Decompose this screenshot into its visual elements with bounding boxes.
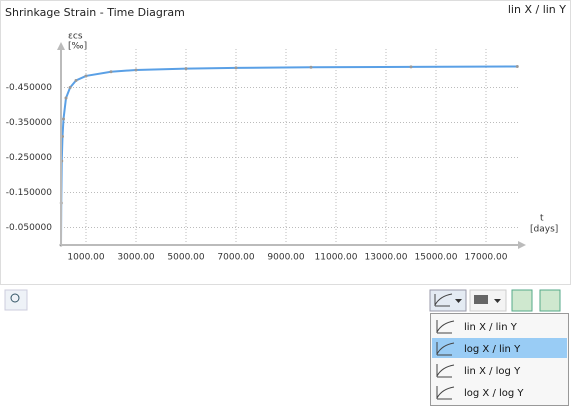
menu-item[interactable]: log X / log Y (464, 388, 524, 399)
x-axis-arrow (518, 241, 526, 249)
scale-mode: lin X / lin Y (508, 3, 566, 16)
menu-item[interactable]: log X / lin Y (464, 344, 521, 355)
x-tick-label: 1000.00 (67, 253, 104, 263)
x-tick-label: 7000.00 (217, 253, 254, 263)
zoom-icon (10, 293, 20, 303)
y-axis-unit: [‰] (68, 42, 87, 52)
data-point (309, 65, 313, 69)
x-tick-label: 3000.00 (117, 253, 154, 263)
x-tick-label: 17000.00 (465, 253, 508, 263)
chart-title: Shrinkage Strain - Time Diagram (5, 6, 185, 19)
x-tick-label: 15000.00 (415, 253, 458, 263)
x-axis-unit: [days] (530, 225, 558, 235)
data-point (84, 74, 88, 78)
scale-icon (434, 293, 453, 307)
menu-icon (436, 342, 455, 356)
y-tick-label: -0.250000 (6, 153, 52, 163)
data-point (109, 70, 113, 74)
data-point (74, 79, 78, 82)
y-tick-label: -0.050000 (6, 223, 52, 233)
menu-icon (436, 320, 455, 334)
dropdown-arrow (455, 299, 462, 303)
export-button[interactable] (539, 289, 561, 312)
y-axis-label: εcs (68, 32, 83, 42)
export-button[interactable] (511, 289, 533, 312)
data-point (68, 86, 72, 89)
zoom-button[interactable] (4, 289, 28, 311)
data-point (515, 65, 519, 68)
x-tick-label: 5000.00 (167, 253, 204, 263)
y-tick-label: -0.150000 (6, 188, 52, 198)
y-tick-label: -0.450000 (6, 83, 52, 93)
data-point (64, 96, 68, 100)
data-point (409, 65, 413, 69)
y-axis-arrow (57, 42, 65, 50)
data-point (234, 66, 238, 70)
print-icon (474, 295, 488, 304)
data-line (60, 65, 518, 246)
dropdown-menu (430, 313, 569, 406)
data-point (62, 117, 65, 121)
y-tick-label: -0.350000 (6, 118, 52, 128)
dropdown-arrow (494, 299, 501, 303)
menu-icon (436, 364, 455, 378)
menu-item[interactable]: lin X / lin Y (464, 322, 518, 333)
menu-item[interactable]: lin X / log Y (464, 366, 521, 377)
x-tick-label: 11000.00 (315, 253, 358, 263)
menu-icon (436, 386, 455, 400)
menu-highlight (432, 338, 567, 358)
data-point (134, 68, 138, 72)
x-tick-label: 13000.00 (365, 253, 408, 263)
data-point (184, 67, 188, 71)
x-tick-label: 9000.00 (267, 253, 304, 263)
x-axis-label: t (540, 214, 544, 224)
